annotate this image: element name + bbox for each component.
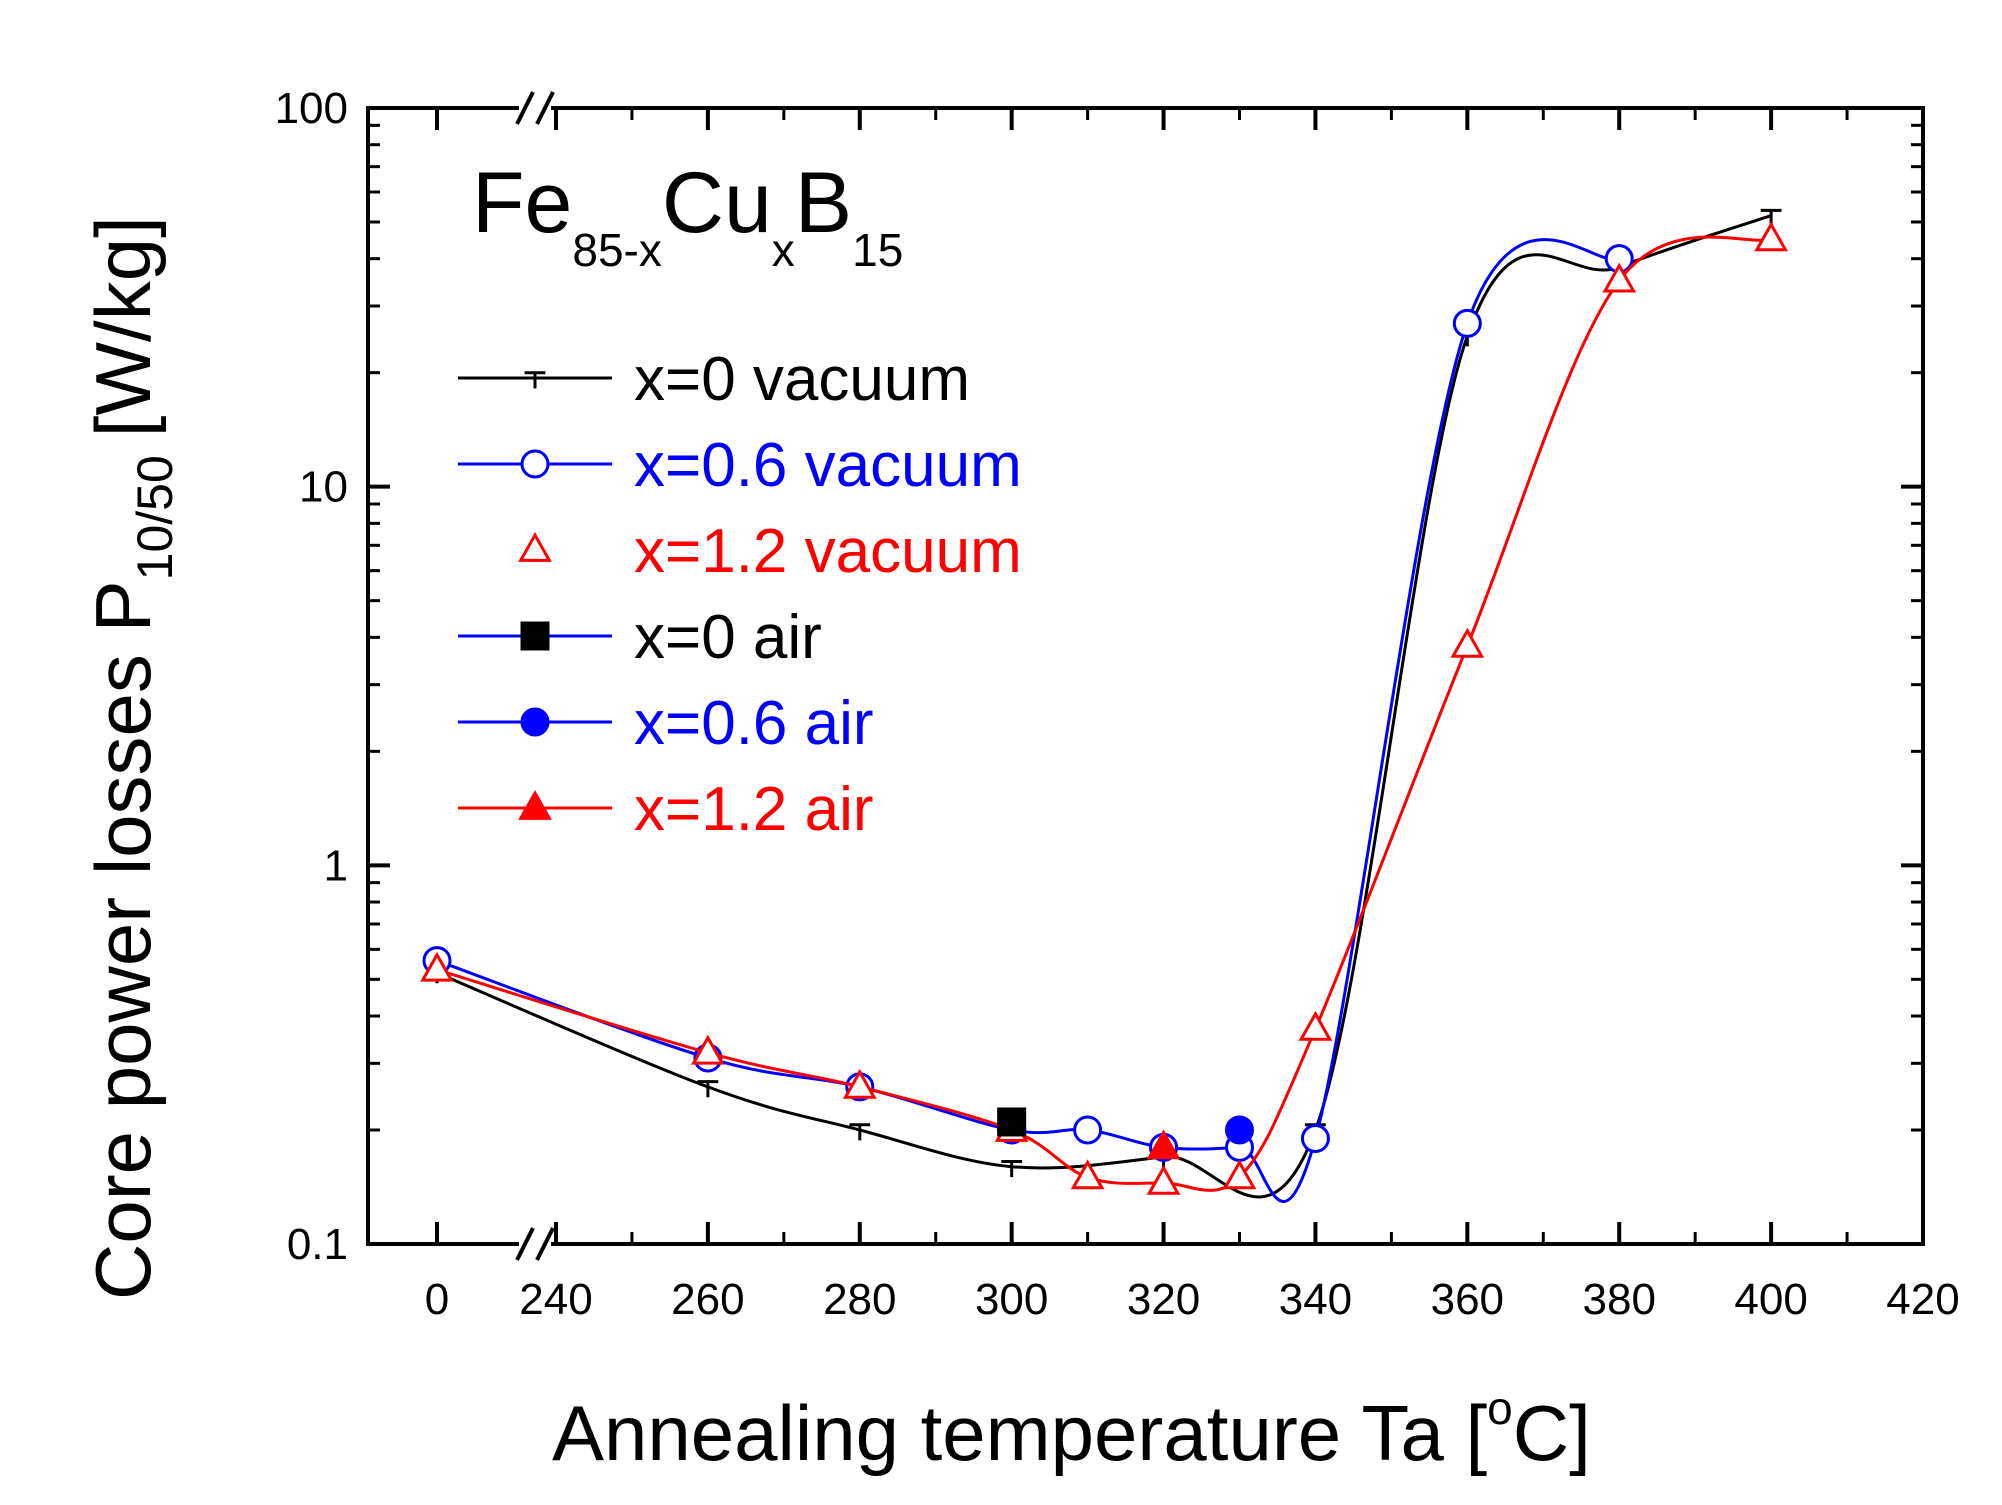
x-axis-title-tail: C] <box>1513 1389 1591 1477</box>
y-tick-label: 1 <box>324 841 348 890</box>
series-line <box>436 235 1772 1192</box>
legend-marker <box>518 531 552 562</box>
legend-marker <box>520 621 550 651</box>
data-point <box>997 1107 1027 1137</box>
legend-marker <box>518 789 552 820</box>
y-tick-label: 100 <box>275 84 348 133</box>
x-tick-label: 340 <box>1279 1275 1352 1324</box>
legend-item: x=0 vacuum <box>458 345 970 414</box>
data-point <box>1073 1115 1103 1145</box>
legend-label: x=0.6 vacuum <box>634 431 1022 500</box>
data-point <box>1070 1159 1105 1190</box>
data-point <box>1450 627 1485 658</box>
x-axis-title-main: Annealing temperature Ta [ <box>552 1389 1487 1477</box>
series-line <box>436 238 1620 1203</box>
data-point <box>1146 1129 1181 1160</box>
series-x-0-air <box>997 1107 1027 1137</box>
formula-cu: Cu <box>662 155 772 251</box>
axis-ticks-group <box>368 106 1925 1246</box>
series-x-0-6-air <box>1225 1115 1254 1145</box>
x-tick-label: 0 <box>425 1275 449 1324</box>
data-point <box>1146 1164 1181 1195</box>
legend-label: x=0.6 air <box>634 689 874 758</box>
legend-label: x=1.2 vacuum <box>634 517 1022 586</box>
legend-item: x=0 air <box>458 603 822 672</box>
axis-break-slash <box>515 91 535 125</box>
data-point <box>1298 1010 1333 1041</box>
data-point <box>1222 1159 1257 1190</box>
x-axis-title-sup: o <box>1487 1382 1513 1434</box>
legend-label: x=0 air <box>634 603 822 672</box>
formula-b: B <box>795 155 852 251</box>
axis-break-marks <box>515 91 555 1261</box>
formula-cu-sub: x <box>772 224 795 276</box>
series-x-1-2-vacuum <box>420 221 1788 1195</box>
y-axis-title-unit: [W/kg] <box>79 216 167 437</box>
chart-formula-title: Fe85-xCuxB15 <box>472 155 903 276</box>
formula-fe-sub: 85-x <box>572 224 661 276</box>
data-point <box>1602 262 1637 293</box>
x-tick-label: 420 <box>1886 1275 1959 1324</box>
y-axis-title-main: Core power losses P <box>79 580 167 1300</box>
legend-marker <box>520 707 550 737</box>
data-point <box>1225 1115 1254 1145</box>
y-tick-label: 0.1 <box>287 1220 348 1269</box>
series-x-1-2-air <box>1146 1129 1181 1160</box>
y-axis-title: Core power losses P10/50 [W/kg] <box>79 216 183 1300</box>
series-line <box>436 214 1772 1199</box>
data-point <box>420 951 454 982</box>
tick-labels-group: 0.1 1 10 100 0 240 260 280 300 320 340 360 380 400 420 <box>275 84 1960 1324</box>
axis-break-slash <box>535 1227 555 1261</box>
legend-label: x=0 vacuum <box>634 345 970 414</box>
svg-text:Core power losses P10/50[W/kg]: Core power losses P10/50 [W/kg] <box>79 216 183 1300</box>
x-tick-label: 300 <box>975 1275 1048 1324</box>
y-tick-label: 10 <box>299 463 348 512</box>
data-point <box>1300 1123 1330 1153</box>
legend-item: x=1.2 air <box>458 775 874 844</box>
x-tick-label: 400 <box>1734 1275 1807 1324</box>
legend-label: x=1.2 air <box>634 775 874 844</box>
x-axis-title: Annealing temperature Ta [oC] <box>552 1382 1591 1477</box>
legend: x=0 vacuum x=0.6 vacuum x=1.2 vacuum x=0 ai… <box>458 345 1022 844</box>
x-tick-label: 360 <box>1431 1275 1504 1324</box>
legend-item: x=0.6 air <box>458 689 874 758</box>
plot-frame <box>366 106 1925 1246</box>
x-tick-label: 260 <box>671 1275 744 1324</box>
formula-fe: Fe <box>472 155 572 251</box>
axis-break-slash <box>535 91 555 125</box>
x-tick-label: 280 <box>823 1275 896 1324</box>
series-layer <box>420 208 1788 1203</box>
data-point <box>842 1068 877 1099</box>
legend-marker <box>520 449 550 479</box>
axis-break-slash <box>515 1227 535 1261</box>
x-tick-label: 380 <box>1583 1275 1656 1324</box>
y-axis-title-sub: 10/50 <box>127 455 183 580</box>
x-tick-label: 240 <box>519 1275 592 1324</box>
data-point <box>691 1034 725 1065</box>
legend-item: x=0.6 vacuum <box>458 431 1022 500</box>
legend-item: x=1.2 vacuum <box>518 517 1022 586</box>
formula-b-sub: 15 <box>852 224 903 276</box>
data-point <box>1754 221 1788 252</box>
x-tick-label: 320 <box>1127 1275 1200 1324</box>
data-point <box>1452 308 1482 338</box>
